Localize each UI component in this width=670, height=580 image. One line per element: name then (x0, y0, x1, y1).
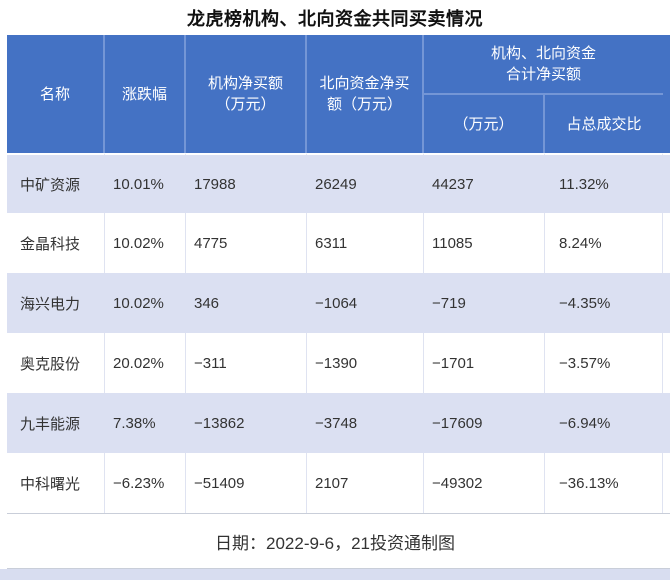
cell-turnover-ratio: −4.35% (559, 294, 611, 312)
cell-stock-name: 奥克股份 (7, 333, 105, 393)
table-header: 名称 涨跌幅 机构净买额 （万元） 北向资金净买 额（万元） 机构、北向资金 合… (7, 35, 670, 153)
cell-combined-amount: 44237 (424, 153, 545, 213)
cell-change-percent: 20.02% (105, 333, 186, 393)
table-body: 中矿资源 10.01% 17988 26249 44237 11.32% 金晶科… (7, 153, 670, 513)
row-filler (663, 453, 670, 513)
cell-stock-name: 中科曙光 (7, 453, 105, 513)
cell-inst-net-buy: −311 (186, 333, 307, 393)
cell-change-percent: 10.01% (105, 153, 186, 213)
cell-stock-name: 金晶科技 (7, 213, 105, 273)
footer-source-note: 日期：2022-9-6，21投资通制图 (7, 513, 663, 569)
cell-turnover-ratio: 8.24% (545, 213, 663, 273)
cell-inst-net-buy: −13862 (194, 414, 245, 432)
cell-combined-amount: −17609 (432, 414, 483, 432)
header-north-net-buy: 北向资金净买 额（万元） (307, 35, 424, 153)
cell-change-percent: −6.23% (105, 453, 186, 513)
cell-inst-net-buy: 346 (194, 294, 220, 312)
cell-change-percent: 10.02% (113, 294, 164, 312)
header-name: 名称 (7, 35, 105, 153)
cell-inst-net-buy: −51409 (186, 453, 307, 513)
cell-north-net-buy: 26249 (307, 153, 424, 213)
header-combined-amount: （万元） (424, 95, 545, 153)
table-row: 海兴电力 10.02% 346 −1064 −719 −4.35% (7, 273, 670, 333)
table-footer: 日期：2022-9-6，21投资通制图 (7, 513, 670, 569)
page-title: 龙虎榜机构、北向资金共同买卖情况 (187, 8, 483, 29)
row-filler (663, 333, 670, 393)
table-row: 中科曙光 −6.23% −51409 2107 −49302 −36.13% (7, 453, 670, 513)
cell-north-net-buy: 2107 (307, 453, 424, 513)
cell-stock-name: 中矿资源 (7, 153, 105, 213)
data-table: 名称 涨跌幅 机构净买额 （万元） 北向资金净买 额（万元） 机构、北向资金 合… (7, 35, 670, 569)
header-inst-net-buy: 机构净买额 （万元） (186, 35, 307, 153)
cell-north-net-buy: −1064 (315, 294, 358, 312)
row-filler (663, 393, 670, 453)
cell-change-percent: 10.02% (105, 213, 186, 273)
header-filler (663, 35, 670, 153)
table-row: 中矿资源 10.01% 17988 26249 44237 11.32% (7, 153, 670, 213)
header-turnover-ratio: 占总成交比 (566, 115, 642, 133)
cell-stock-name: 海兴电力 (20, 295, 81, 313)
cell-turnover-ratio: 11.32% (545, 153, 663, 213)
cell-north-net-buy: 6311 (307, 213, 424, 273)
cell-north-net-buy: −3748 (315, 414, 358, 432)
footer-filler (663, 513, 670, 569)
cell-change-percent: 7.38% (113, 414, 156, 432)
cell-stock-name: 九丰能源 (20, 415, 81, 433)
table-row: 金晶科技 10.02% 4775 6311 11085 8.24% (7, 213, 670, 273)
table-row: 奥克股份 20.02% −311 −1390 −1701 −3.57% (7, 333, 670, 393)
cell-inst-net-buy: 4775 (186, 213, 307, 273)
header-change: 涨跌幅 (105, 35, 186, 153)
header-combined-group: 机构、北向资金 合计净买额 (424, 35, 663, 95)
cell-north-net-buy: −1390 (307, 333, 424, 393)
bottom-edge-strip (0, 569, 670, 580)
cell-inst-net-buy: 17988 (186, 153, 307, 213)
cell-combined-amount: −1701 (424, 333, 545, 393)
cell-turnover-ratio: −36.13% (545, 453, 663, 513)
row-filler (663, 153, 670, 213)
cell-combined-amount: −719 (432, 294, 466, 312)
cell-combined-amount: 11085 (424, 213, 545, 273)
row-filler (663, 273, 670, 333)
cell-turnover-ratio: −6.94% (559, 414, 611, 432)
cell-combined-amount: −49302 (424, 453, 545, 513)
row-filler (663, 213, 670, 273)
table-row: 九丰能源 7.38% −13862 −3748 −17609 −6.94% (7, 393, 670, 453)
cell-turnover-ratio: −3.57% (545, 333, 663, 393)
